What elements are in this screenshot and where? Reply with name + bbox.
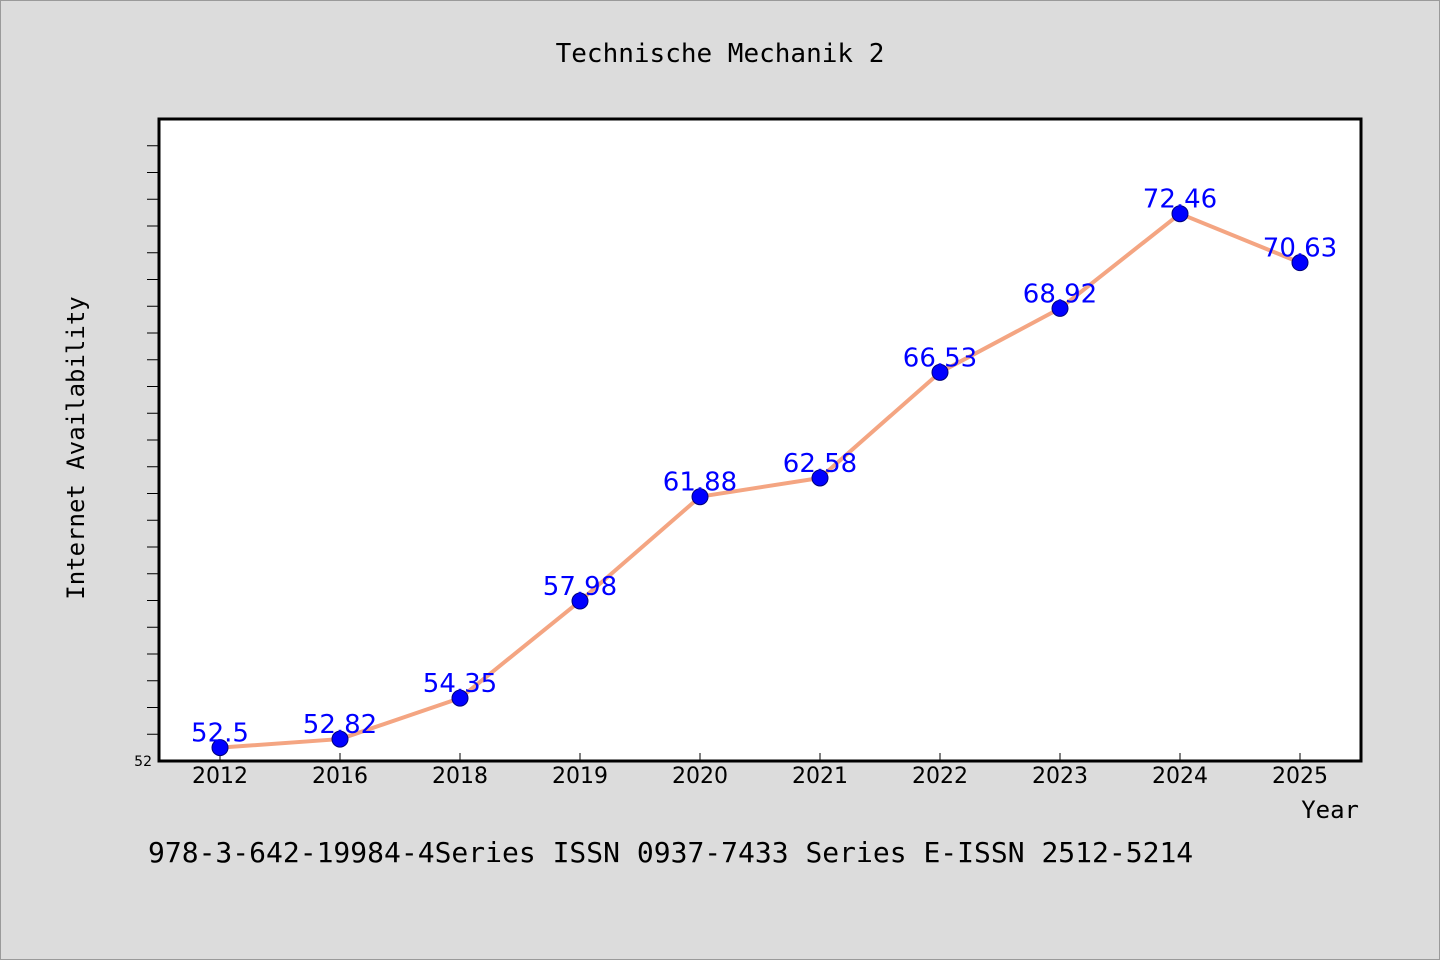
x-axis-label: Year bbox=[1301, 796, 1359, 824]
data-labels: 52.5 52.82 54.35 57.98 61.88 62.58 66.53 68.92 7… bbox=[191, 185, 1337, 749]
x-tick-label: 2012 bbox=[192, 764, 248, 789]
data-point-label: 70.63 bbox=[1263, 234, 1337, 264]
data-point-marker bbox=[1051, 299, 1069, 317]
series-markers bbox=[211, 205, 1309, 757]
data-point-marker bbox=[931, 363, 949, 381]
x-tick-label: 2018 bbox=[432, 764, 488, 789]
data-point-label: 52.5 bbox=[191, 719, 249, 749]
data-point-label: 68.92 bbox=[1023, 279, 1097, 309]
data-point-marker bbox=[811, 469, 829, 487]
data-point-label: 57.98 bbox=[543, 572, 617, 602]
x-tick-labels: 2012 2016 2018 2019 2020 2021 2022 2023 2024 2025 bbox=[192, 764, 1328, 789]
data-point-marker bbox=[331, 730, 349, 748]
footer-identifiers: 978-3-642-19984-4Series ISSN 0937-7433 S… bbox=[148, 836, 1193, 869]
data-point-marker bbox=[1171, 205, 1189, 223]
y-tick-label: 52 bbox=[134, 754, 152, 770]
data-point-label: 72.46 bbox=[1143, 185, 1217, 215]
x-tick-label: 2023 bbox=[1032, 764, 1088, 789]
data-point-marker bbox=[451, 689, 469, 707]
x-tick-label: 2016 bbox=[312, 764, 368, 789]
y-axis-label: Internet Availability bbox=[62, 296, 90, 599]
x-tick-label: 2019 bbox=[552, 764, 608, 789]
x-tick-label: 2020 bbox=[672, 764, 728, 789]
data-point-marker bbox=[571, 592, 589, 610]
data-point-marker bbox=[1291, 254, 1309, 272]
data-point-label: 52.82 bbox=[303, 710, 377, 740]
x-tick-label: 2021 bbox=[792, 764, 848, 789]
data-point-marker bbox=[691, 488, 709, 506]
data-point-label: 62.58 bbox=[783, 449, 857, 479]
plot-area bbox=[157, 117, 1363, 763]
data-point-marker bbox=[211, 739, 229, 757]
x-tick-label: 2022 bbox=[912, 764, 968, 789]
y-axis-ticks bbox=[147, 145, 159, 735]
series-line bbox=[219, 211, 1301, 750]
data-point-label: 66.53 bbox=[903, 343, 977, 373]
x-tick-label: 2024 bbox=[1152, 764, 1208, 789]
data-point-label: 61.88 bbox=[663, 468, 737, 498]
data-point-label: 54.35 bbox=[423, 669, 497, 699]
x-tick-label: 2025 bbox=[1272, 764, 1328, 789]
chart-title: Technische Mechanik 2 bbox=[556, 39, 885, 69]
series-line-path bbox=[219, 211, 1301, 750]
